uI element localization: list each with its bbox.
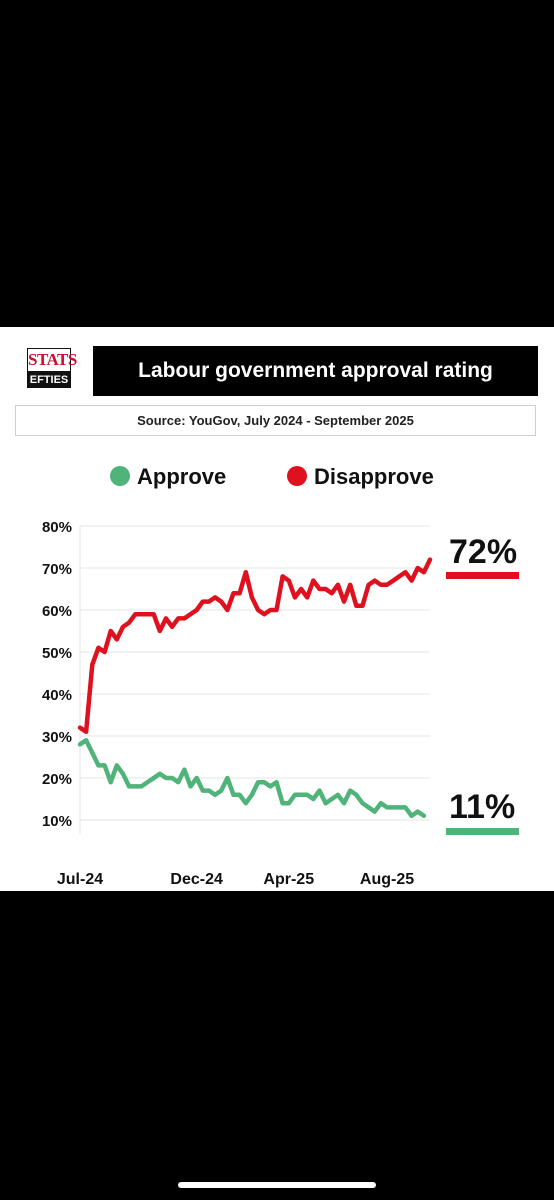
approval-line-chart: 10% 20% 30% 40% 50% 60% 70% 80% Jul-24 Dec-24 Apr…: [42, 519, 433, 888]
approve-dot-icon: [110, 466, 130, 487]
x-tick-label: Aug-25: [360, 871, 414, 888]
logo-top-text: STATS: [27, 348, 77, 372]
disapprove-end-bar: [446, 572, 519, 579]
approve-end-bar: [446, 828, 519, 835]
approve-end-label: 11%: [449, 788, 516, 826]
y-tick-label: 40%: [42, 687, 72, 704]
chart-title: Labour government approval rating: [93, 346, 538, 396]
y-tick-label: 60%: [42, 603, 72, 620]
legend-disapprove: Disapprove: [287, 462, 434, 492]
stats-for-lefties-logo: STATS EFTIES: [27, 348, 77, 396]
disapprove-series-line: [77, 557, 433, 735]
y-axis-ticks: 10% 20% 30% 40% 50% 60% 70% 80%: [42, 519, 72, 830]
y-tick-label: 80%: [42, 519, 72, 536]
y-tick-label: 70%: [42, 561, 72, 578]
y-tick-label: 20%: [42, 771, 72, 788]
x-tick-label: Apr-25: [263, 871, 314, 888]
series-lines: [77, 557, 433, 819]
disapprove-end-label: 72%: [449, 533, 518, 571]
disapprove-dot-icon: [287, 466, 307, 487]
legend-approve: Approve: [110, 462, 226, 492]
home-indicator[interactable]: [178, 1182, 376, 1188]
grid-lines: [79, 525, 430, 834]
y-tick-label: 30%: [42, 729, 72, 746]
legend-disapprove-label: Disapprove: [314, 464, 434, 489]
x-axis-ticks: Jul-24 Dec-24 Apr-25 Aug-25: [57, 871, 414, 888]
chart-source: Source: YouGov, July 2024 - September 20…: [15, 405, 536, 436]
legend-approve-label: Approve: [137, 464, 227, 489]
x-tick-label: Jul-24: [57, 871, 103, 888]
y-tick-label: 10%: [42, 813, 72, 830]
x-tick-label: Dec-24: [170, 871, 223, 888]
approve-series-line: [77, 737, 427, 819]
logo-bottom-text: EFTIES: [27, 372, 71, 388]
y-tick-label: 50%: [42, 645, 72, 662]
